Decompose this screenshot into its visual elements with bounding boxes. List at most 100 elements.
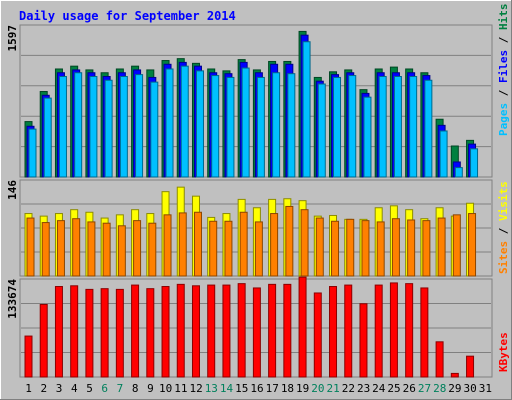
x-tick-label-1: 1 [25,382,32,395]
bar-pages-day-8 [135,74,144,178]
bar-sites-day-4 [72,218,81,277]
bar-pages-day-27 [424,79,433,178]
bar-pages-day-17 [272,72,281,178]
bar-sites-day-15 [239,211,248,277]
bar-pages-day-24 [378,75,387,178]
bar-sites-day-27 [422,220,431,277]
bar-sites-day-6 [102,222,111,277]
bar-pages-day-19 [302,41,311,178]
bar-sites-day-16 [254,221,263,277]
bar-kbytes-day-22 [344,284,353,378]
bar-kbytes-day-24 [374,284,383,378]
bar-kbytes-day-19 [298,276,307,378]
x-tick-label-2: 2 [41,382,48,395]
bar-pages-day-3 [58,75,67,178]
bar-pages-day-25 [393,75,402,178]
x-tick-label-18: 18 [281,382,294,395]
x-tick-label-23: 23 [357,382,370,395]
legend-sites: Sites [497,241,510,274]
bar-sites-day-28 [437,217,446,277]
chart-title: Daily usage for September 2014 [19,9,236,23]
bar-pages-day-10 [165,68,174,178]
x-tick-label-9: 9 [147,382,154,395]
x-tick-label-31: 31 [479,382,492,395]
legend-pages: Pages [497,103,510,136]
x-axis-labels: 1 2 3 4 5 6 7 8 9 10 11 12 13 14 15 16 17 18 19 20 21 22 23 24 2… [25,382,492,395]
bar-pages-day-13 [211,75,220,178]
x-tick-label-27: 27 [418,382,431,395]
x-tick-label-29: 29 [448,382,461,395]
visits-panel-legend: Sites / Visits [497,181,510,274]
hits-scale-label: 1597 [6,25,19,52]
legend-separator-2: / [497,30,510,50]
bar-kbytes-day-8 [131,284,140,378]
bar-sites-day-24 [376,221,385,277]
bar-pages-day-30 [470,148,479,178]
bar-pages-day-1 [28,128,37,178]
bar-kbytes-day-30 [466,355,475,378]
bar-pages-day-29 [454,167,463,178]
bar-pages-day-23 [363,96,372,178]
bar-kbytes-day-12 [191,285,200,378]
bar-sites-day-14 [224,220,233,277]
bar-kbytes-day-4 [70,285,79,378]
bar-kbytes-day-2 [39,303,48,378]
bar-sites-day-26 [407,219,416,277]
x-tick-label-6: 6 [101,382,108,395]
hits-panel-legend: Pages / Files / Hits [497,4,510,137]
legend-visits: Visits [497,181,510,221]
bar-kbytes-day-10 [161,286,170,378]
x-tick-label-3: 3 [56,382,63,395]
x-tick-label-28: 28 [433,382,446,395]
bar-sites-day-1 [26,217,35,277]
kbytes-panel-legend: KBytes [497,332,510,372]
bar-sites-day-25 [391,218,400,277]
bar-sites-day-23 [361,220,370,277]
bar-kbytes-day-18 [283,283,292,378]
bar-kbytes-day-5 [85,288,94,378]
legend-files: Files [497,50,510,83]
legend-kbytes: KBytes [497,332,510,372]
bar-kbytes-day-15 [237,283,246,378]
bar-pages-day-22 [348,75,357,178]
bar-sites-day-30 [468,213,477,277]
bar-pages-day-16 [256,76,265,178]
x-tick-label-30: 30 [464,382,477,395]
x-tick-label-10: 10 [159,382,172,395]
x-tick-label-11: 11 [174,382,187,395]
bar-sites-day-5 [87,221,96,277]
bar-kbytes-day-17 [268,283,277,378]
bar-pages-day-21 [333,76,342,178]
bar-sites-day-29 [452,214,461,277]
bar-kbytes-day-25 [389,282,398,378]
bar-kbytes-day-16 [252,287,261,378]
bar-pages-day-18 [287,73,296,178]
x-tick-label-4: 4 [71,382,78,395]
bar-kbytes-day-3 [54,286,63,378]
bar-kbytes-day-23 [359,303,368,378]
x-tick-label-16: 16 [250,382,263,395]
bar-kbytes-day-14 [222,284,231,378]
bar-sites-day-3 [56,220,65,277]
x-tick-label-13: 13 [205,382,218,395]
bar-pages-day-14 [226,76,235,178]
bar-pages-day-11 [180,65,189,178]
bar-sites-day-12 [193,211,202,277]
x-tick-label-17: 17 [266,382,279,395]
x-tick-label-24: 24 [372,382,386,395]
bar-kbytes-day-6 [100,288,109,378]
bar-kbytes-day-27 [420,287,429,378]
bars [24,30,479,378]
x-tick-label-25: 25 [387,382,400,395]
bar-sites-day-20 [315,217,324,277]
bar-pages-day-26 [409,75,418,178]
x-tick-label-12: 12 [189,382,202,395]
bar-pages-day-28 [439,130,448,178]
x-tick-label-21: 21 [327,382,340,395]
bar-pages-day-20 [317,83,326,178]
visits-scale-label: 146 [6,180,19,200]
x-tick-label-8: 8 [132,382,139,395]
bar-kbytes-day-1 [24,335,33,378]
bar-sites-day-22 [346,218,355,277]
bar-pages-day-5 [89,75,98,178]
